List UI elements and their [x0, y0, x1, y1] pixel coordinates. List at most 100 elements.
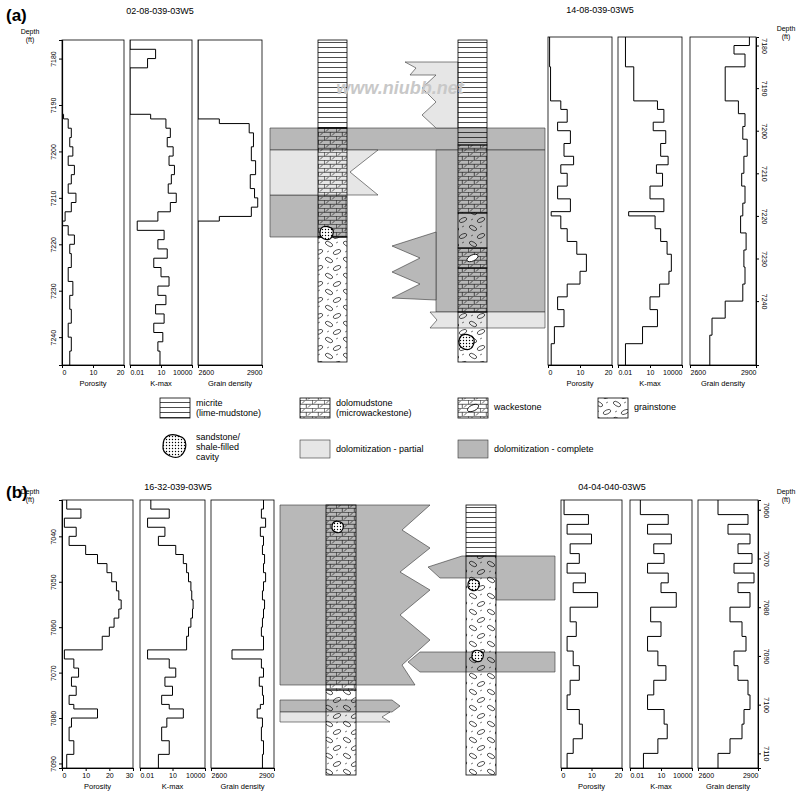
tick: 0: [562, 768, 566, 779]
tick: 2600: [691, 365, 707, 376]
tick-label: 7110: [763, 746, 770, 761]
tick-label: 7190: [761, 81, 768, 97]
tick-label: 2600: [199, 369, 215, 376]
plot-area: [64, 500, 121, 768]
tick: 10: [588, 768, 596, 779]
tick: 7050: [50, 574, 62, 590]
log-track: 26002900Grain density7180719072007210722…: [690, 25, 795, 388]
legend-label: dolomitization - complete: [494, 444, 594, 454]
log-track: 0.011010000K-max: [130, 40, 193, 388]
tick-mark: [198, 365, 199, 368]
dolomitization-zone: [430, 312, 545, 328]
tick-mark: [59, 763, 62, 764]
tick-mark: [690, 365, 691, 368]
tick: 7200: [756, 123, 768, 139]
tick: 10: [577, 365, 585, 376]
tick-label: 10000: [663, 369, 683, 376]
axis-title: Porosity: [566, 379, 593, 388]
lithology-mic: [466, 505, 496, 556]
tick-label: 10000: [186, 772, 206, 779]
axis: 26002900: [199, 365, 263, 376]
axis-line: [619, 366, 683, 369]
tick-label: 20: [106, 772, 114, 779]
tick: 7220: [756, 209, 768, 225]
legend-swatch-grain: [466, 403, 479, 414]
tick: 2600: [199, 365, 215, 376]
lithology-grain: [458, 213, 487, 248]
tick: 7060: [758, 502, 770, 518]
plot-area: [710, 37, 750, 365]
tick-label: 7090: [763, 649, 770, 665]
log-track: 26002900 Grain density: [198, 40, 263, 388]
tick: 7230: [50, 283, 62, 299]
log-curve: [130, 40, 176, 365]
cavity-bg: [320, 226, 333, 239]
axis-title: Depth: [777, 25, 796, 33]
tick-mark: [59, 198, 62, 199]
tick-label: 7080: [763, 600, 770, 616]
tick-label: 7180: [50, 51, 57, 67]
tick-mark: [758, 705, 761, 706]
log-track: 26002900Grain density7060707070807090710…: [698, 488, 795, 791]
legend-label: dolomudstone: [336, 398, 393, 408]
tick-label: 0.01: [141, 772, 155, 779]
tick-label: 2600: [691, 369, 707, 376]
tick: 7240: [50, 330, 62, 346]
tick-mark: [622, 768, 623, 771]
axis: 0.011010000: [631, 768, 693, 779]
tick: 7200: [50, 144, 62, 160]
axis-title: Grain density: [208, 379, 252, 388]
axis-line: [759, 501, 762, 769]
legend-label: micrite: [196, 398, 223, 408]
plot-area: [198, 40, 258, 365]
tick-mark: [756, 301, 759, 302]
tick: 10: [658, 768, 666, 779]
axis: 26002900: [699, 768, 759, 779]
tick: 10000: [173, 365, 193, 376]
axis: 01020: [63, 365, 125, 376]
tick-mark: [192, 365, 193, 368]
cavity: [332, 521, 343, 532]
cavity-bg: [472, 650, 483, 661]
tick: 10000: [663, 365, 683, 376]
plot-area: [63, 40, 76, 365]
axis: 7180719072007210722072307240: [50, 41, 63, 366]
tick-label: 10: [90, 369, 98, 376]
tick: 10: [158, 365, 166, 376]
correlation-diagram: [280, 505, 555, 775]
tick-mark: [59, 105, 62, 106]
plot-area: [232, 500, 266, 768]
tick-mark: [59, 291, 62, 292]
tick: 7090: [50, 756, 62, 772]
tick: 7230: [756, 251, 768, 267]
log-curve: [718, 500, 754, 768]
axis: 01020: [562, 768, 623, 779]
tick: 2900: [743, 768, 759, 779]
well-name: 14-08-039-03W5: [566, 5, 634, 15]
tick-mark: [758, 510, 761, 511]
tick-label: 7210: [761, 166, 768, 182]
tick-label: 7220: [50, 237, 57, 253]
axis-line: [141, 769, 206, 772]
legend-swatch-bg: [458, 398, 488, 418]
tick-label: 2900: [743, 772, 759, 779]
tick-mark: [758, 656, 761, 657]
tick-label: 7230: [761, 251, 768, 267]
legend-swatch: [160, 398, 190, 418]
tick-mark: [756, 173, 759, 174]
tick-label: 7060: [763, 502, 770, 518]
tick-mark: [161, 365, 162, 368]
tick-label: 7240: [50, 330, 57, 346]
log-track: 01020Porosity718071907200721072207230724…: [21, 28, 125, 388]
axis: 26002900: [212, 768, 275, 779]
column-base: [458, 248, 487, 268]
tick-mark: [59, 536, 62, 537]
tick-mark: [692, 768, 693, 771]
tick: 10: [169, 768, 177, 779]
tick-mark: [758, 558, 761, 559]
tick-mark: [592, 768, 593, 771]
tick-mark: [758, 753, 761, 754]
tick: 30: [126, 768, 134, 779]
axis-line: [699, 769, 759, 772]
tick-label: 7060: [50, 620, 57, 636]
